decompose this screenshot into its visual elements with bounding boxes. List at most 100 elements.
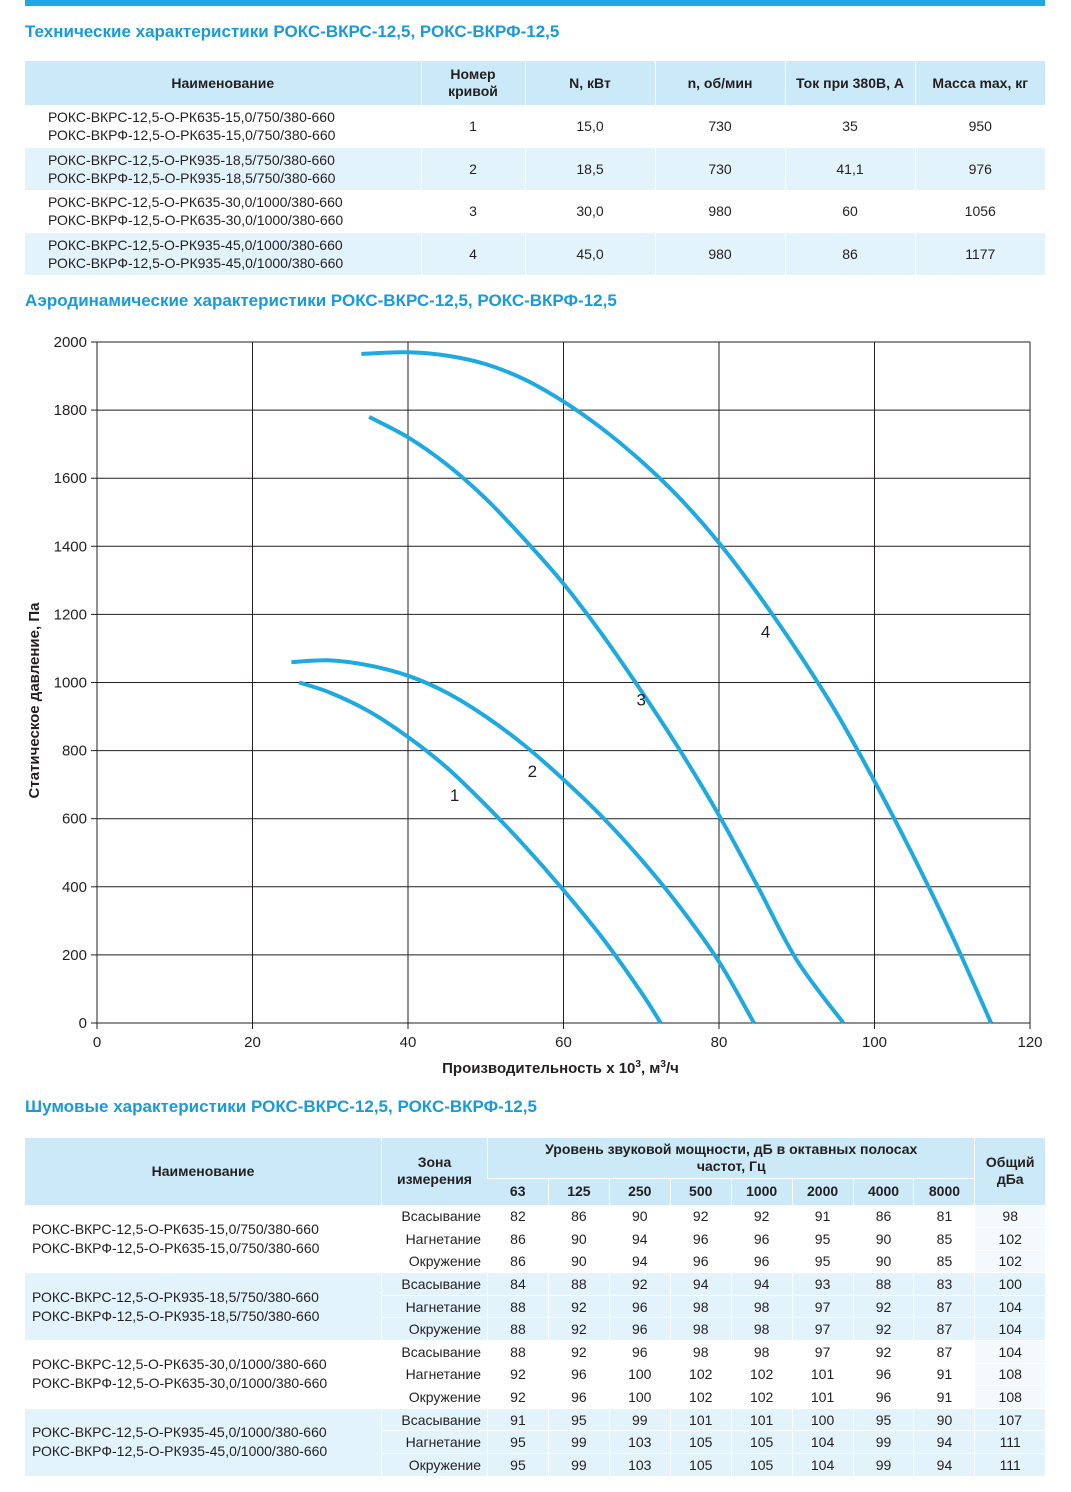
- level-cell: 104: [791, 1453, 854, 1477]
- curve-2: [291, 658, 756, 1024]
- level-cell: 92: [547, 1317, 610, 1342]
- model-name: РОКС-ВКРС-12,5-О-РК635-15,0/750/380-660 Р…: [25, 1205, 382, 1274]
- level-cell: 92: [852, 1340, 914, 1364]
- level-cell: 81: [913, 1205, 975, 1229]
- y-tick-label: 200: [62, 947, 87, 964]
- level-cell: 99: [608, 1408, 671, 1432]
- noise-row: Окружение 95 99 103 105 105 104 99 94 111: [25, 1453, 1045, 1477]
- y-tick-label: 600: [62, 811, 87, 828]
- level-cell: 101: [730, 1408, 793, 1432]
- level-cell: 96: [852, 1363, 914, 1387]
- cell-rpm: 730: [654, 147, 785, 190]
- level-cell: 92: [608, 1272, 671, 1296]
- cell-power: 30,0: [524, 190, 655, 233]
- total-cell: 102: [974, 1227, 1045, 1251]
- cell-rpm: 980: [654, 232, 785, 275]
- level-cell: 102: [730, 1363, 793, 1387]
- noise-row: РОКС-ВКРС-12,5-О-РК635-30,0/1000/380-660…: [25, 1340, 1045, 1409]
- y-tick-label: 1800: [54, 402, 87, 419]
- total-cell: 104: [974, 1295, 1045, 1319]
- cell-mass: 976: [914, 147, 1045, 190]
- x-tick-label: 120: [1017, 1034, 1042, 1051]
- level-cell: 87: [913, 1340, 975, 1364]
- level-cell: 88: [487, 1295, 549, 1319]
- total-cell: 111: [974, 1453, 1045, 1477]
- cell-power: 18,5: [524, 147, 655, 190]
- x-tick-label: 20: [244, 1034, 261, 1051]
- freq-header: 500: [669, 1178, 732, 1206]
- level-cell: 101: [669, 1408, 732, 1432]
- total-cell: 108: [974, 1363, 1045, 1387]
- aero-section-title: Аэродинамические характеристики РОКС-ВКР…: [25, 291, 617, 310]
- level-cell: 86: [487, 1250, 549, 1274]
- level-cell: 101: [791, 1363, 854, 1387]
- noise-col-level: Уровень звуковой мощности, дБ в октавных…: [486, 1138, 975, 1179]
- level-cell: 87: [913, 1317, 975, 1342]
- zone-cell: Всасывание: [381, 1340, 488, 1364]
- cell-mass: 1177: [914, 232, 1045, 275]
- col-name: Наименование: [25, 61, 421, 105]
- noise-table: Наименование Зона измерения Уровень звуко…: [25, 1138, 1045, 1477]
- level-cell: 98: [669, 1340, 732, 1364]
- level-cell: 86: [547, 1205, 610, 1229]
- zone-cell: Окружение: [381, 1250, 488, 1274]
- level-cell: 96: [547, 1363, 610, 1387]
- level-cell: 85: [913, 1227, 975, 1251]
- freq-header: 250: [608, 1178, 671, 1206]
- noise-row: Нагнетание 86 90 94 96 96 95 90 85 102: [25, 1227, 1045, 1251]
- level-cell: 101: [791, 1385, 854, 1409]
- level-cell: 86: [487, 1227, 549, 1251]
- level-cell: 96: [730, 1250, 793, 1274]
- tech-row: РОКС-ВКРС-12,5-О-РК635-30,0/1000/380-660…: [25, 190, 1045, 233]
- level-cell: 95: [852, 1408, 914, 1432]
- level-cell: 93: [791, 1272, 854, 1296]
- cell-current: 86: [784, 232, 915, 275]
- cell-curve: 3: [420, 190, 525, 233]
- level-cell: 92: [547, 1295, 610, 1319]
- level-cell: 88: [547, 1272, 610, 1296]
- cell-current: 35: [784, 105, 915, 148]
- noise-row: РОКС-ВКРС-12,5-О-РК935-45,0/1000/380-660…: [25, 1408, 1045, 1477]
- cell-rpm: 980: [654, 190, 785, 233]
- noise-row: РОКС-ВКРС-12,5-О-РК935-18,5/750/380-660 Р…: [25, 1272, 1045, 1342]
- total-cell: 104: [974, 1317, 1045, 1342]
- level-cell: 91: [913, 1363, 975, 1387]
- y-tick-label: 1600: [54, 470, 87, 487]
- zone-cell: Нагнетание: [381, 1295, 488, 1319]
- col-power: N, кВт: [524, 61, 655, 105]
- model-name: РОКС-ВКРС-12,5-О-РК635-15,0/750/380-660 Р…: [48, 109, 336, 144]
- zone-cell: Всасывание: [381, 1205, 488, 1229]
- level-cell: 95: [791, 1250, 854, 1274]
- curve-label: 3: [637, 691, 646, 710]
- level-cell: 90: [547, 1227, 610, 1251]
- cell-curve: 4: [420, 232, 525, 275]
- level-cell: 103: [608, 1453, 671, 1477]
- total-cell: 111: [974, 1430, 1045, 1455]
- level-cell: 85: [913, 1250, 975, 1274]
- y-tick-label: 1000: [54, 675, 87, 692]
- cell-curve: 2: [420, 147, 525, 190]
- y-axis-label: Статическое давление, Па: [26, 602, 43, 799]
- level-cell: 90: [547, 1250, 610, 1274]
- level-cell: 88: [487, 1317, 549, 1342]
- total-cell: 104: [974, 1340, 1045, 1364]
- level-cell: 92: [487, 1363, 549, 1387]
- level-cell: 90: [608, 1205, 671, 1229]
- x-tick-label: 100: [862, 1034, 887, 1051]
- level-cell: 103: [608, 1430, 671, 1455]
- model-name: РОКС-ВКРС-12,5-О-РК935-18,5/750/380-660 Р…: [25, 1272, 382, 1342]
- tech-row: РОКС-ВКРС-12,5-О-РК935-18,5/750/380-660 Р…: [25, 147, 1045, 190]
- level-cell: 92: [669, 1205, 732, 1229]
- level-cell: 99: [547, 1430, 610, 1455]
- noise-row: РОКС-ВКРС-12,5-О-РК635-15,0/750/380-660 Р…: [25, 1205, 1045, 1274]
- level-cell: 96: [608, 1317, 671, 1342]
- cell-current: 41,1: [784, 147, 915, 190]
- level-cell: 91: [791, 1205, 854, 1229]
- level-cell: 92: [730, 1205, 793, 1229]
- zone-cell: Всасывание: [381, 1408, 488, 1432]
- level-cell: 95: [547, 1408, 610, 1432]
- level-cell: 102: [669, 1385, 732, 1409]
- zone-cell: Окружение: [381, 1317, 488, 1342]
- level-cell: 92: [487, 1385, 549, 1409]
- level-cell: 105: [730, 1453, 793, 1477]
